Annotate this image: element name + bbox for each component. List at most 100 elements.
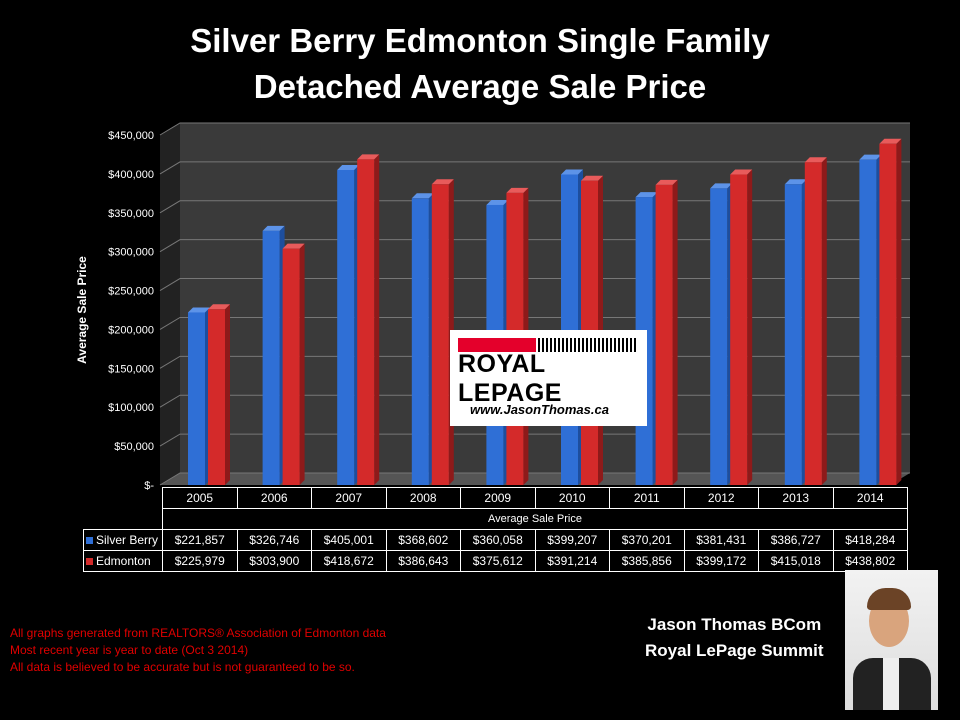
bar-silver-berry-2007 [337,169,355,486]
bar-edmonton-2014 [879,143,897,486]
legend-swatch-icon [86,536,93,544]
data-label: $418,284 [832,528,908,551]
bar-silver-berry-2008 [411,198,429,485]
x-tick-label: 2008 [385,487,461,509]
bar-top [710,183,733,189]
bar-top [188,307,210,313]
x-tick-label: 2014 [832,487,908,509]
bar-top [357,154,380,160]
data-label: $326,746 [236,528,312,551]
bar-top [208,304,230,310]
y-tick-label: $100,000 [108,402,154,414]
note-line: Most recent year is year to date (Oct 3 … [10,643,249,657]
data-label: $360,058 [460,528,536,551]
note-line: All data is believed to be accurate but … [10,660,355,674]
data-label: $368,602 [385,528,461,551]
gridline [159,161,910,175]
signature: Jason Thomas BCom Royal LePage Summit [645,612,824,664]
bar-edmonton-2008 [431,184,449,486]
bar-top [431,179,454,185]
x-tick-label: 2007 [311,487,387,509]
table-row: Silver Berry $221,857 $326,746 $405,001 $368… [83,528,908,551]
data-label: $399,207 [534,528,610,551]
bar-top [655,179,678,185]
bar-top [635,192,658,198]
data-label: $385,856 [609,549,685,572]
data-label: $386,727 [758,528,834,551]
gridline [159,122,910,136]
data-label: $391,214 [534,549,610,572]
data-label: $438,802 [832,549,908,572]
agent-company: Royal LePage Summit [645,641,824,660]
data-label: $399,172 [683,549,759,572]
bar-side [747,169,753,485]
disclaimer: All graphs generated from REALTORS® Asso… [10,625,386,676]
bar-side [225,304,230,485]
agent-photo [845,570,938,710]
bar-side [299,243,305,485]
logo-brand: ROYAL LEPAGE [458,350,562,407]
data-label: $225,979 [162,549,238,572]
y-tick-label: $- [144,480,154,492]
title-line-2: Detached Average Sale Price [253,68,707,105]
bar-top [561,169,583,175]
bar-edmonton-2011 [655,184,673,485]
royal-lepage-logo: ROYAL LEPAGE www.JasonThomas.ca [450,330,647,426]
x-axis-label: Average Sale Price [162,508,908,530]
bar-side [672,179,678,485]
x-tick-label: 2009 [460,487,536,509]
bar-edmonton-2005 [208,309,225,485]
bar-top [282,243,305,249]
bar-edmonton-2007 [357,159,375,486]
title-line-1: Silver Berry Edmonton Single Family [190,22,770,59]
bar-top [581,175,603,181]
y-tick-label: $300,000 [108,247,154,259]
bar-silver-berry-2005 [188,312,205,485]
data-label: $303,900 [236,549,312,572]
x-tick-label: 2010 [534,487,610,509]
y-tick-label: $200,000 [108,324,154,336]
bar-top [804,157,827,163]
side-wall [160,123,180,485]
table-row: Edmonton $225,979 $303,900 $418,672 $386,643… [83,549,908,572]
bar-top [506,187,529,193]
y-tick-label: $150,000 [108,363,154,375]
bar-top [784,179,807,185]
data-label: $375,612 [460,549,536,572]
bar-edmonton-2013 [804,162,822,485]
bar-edmonton-2006 [282,248,300,485]
data-label: $415,018 [758,549,834,572]
x-tick-label: 2005 [162,487,238,509]
bar-side [896,138,902,486]
data-label: $370,201 [609,528,685,551]
bar-silver-berry-2006 [262,230,280,485]
bar-side [821,157,827,485]
bar-silver-berry-2014 [859,159,877,485]
bar-silver-berry-2013 [784,184,802,485]
x-tick-label: 2013 [758,487,834,509]
x-tick-label: 2011 [609,487,685,509]
bar-top [411,193,434,199]
y-tick-label: $450,000 [108,130,154,142]
data-table: 2005 2006 2007 2008 2009 2010 2011 2012 2013 2014… [83,487,908,572]
x-tick-label: 2012 [683,487,759,509]
bar-silver-berry-2012 [710,188,728,485]
logo-url: www.JasonThomas.ca [470,402,609,417]
y-tick-label: $350,000 [108,208,154,220]
note-line: All graphs generated from REALTORS® Asso… [10,626,386,640]
bar-top [486,199,509,205]
bar-top [879,138,902,144]
bar-top [730,169,753,175]
logo-stripes [538,338,638,352]
agent-name: Jason Thomas BCom [647,615,822,634]
legend-entry: Edmonton [83,549,163,572]
chart-title: Silver Berry Edmonton Single Family Deta… [0,18,960,110]
bar-top [337,164,360,170]
bar-top [859,154,882,160]
data-label: $221,857 [162,528,238,551]
logo-red-band [458,338,536,352]
data-label: $418,672 [311,549,387,572]
bar-side [374,154,380,486]
data-label: $381,431 [683,528,759,551]
